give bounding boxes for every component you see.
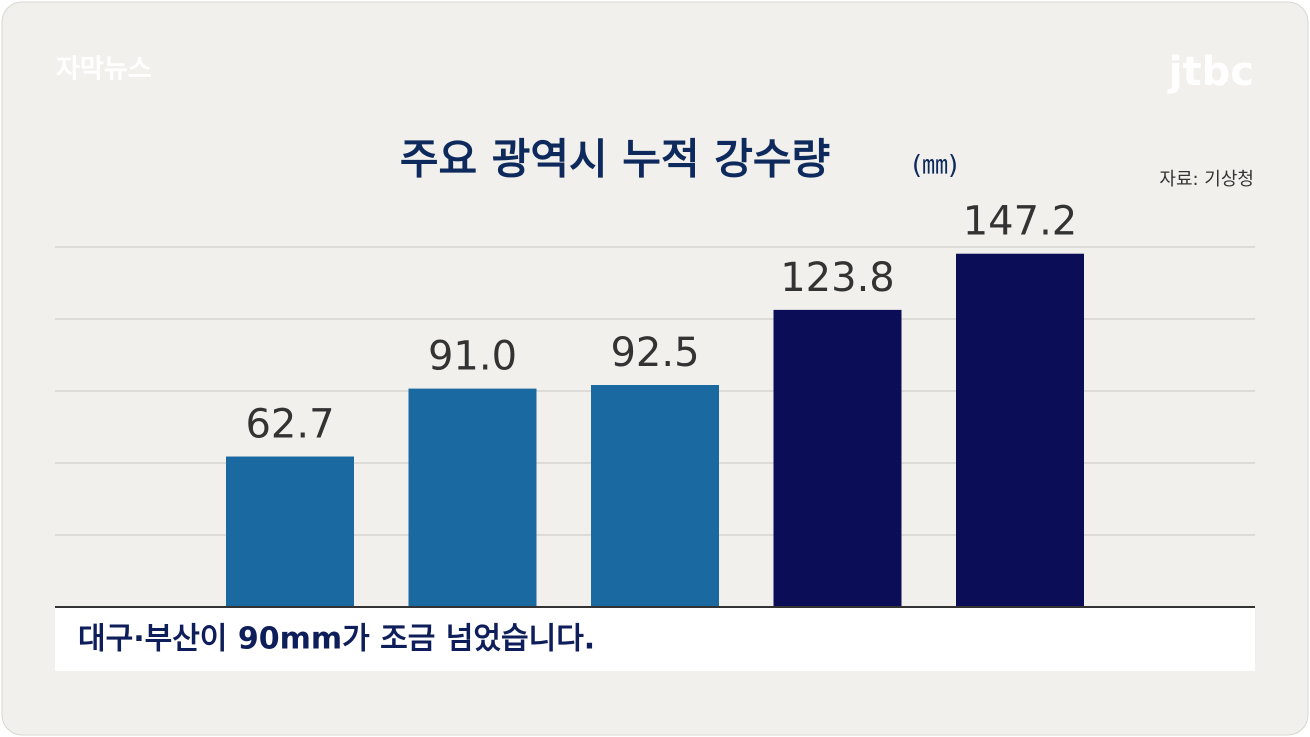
bar — [226, 456, 354, 607]
data-label: 91.0 — [428, 334, 517, 380]
data-label: 92.5 — [610, 330, 699, 376]
bar — [956, 253, 1084, 607]
unit: (㎜) — [912, 151, 958, 181]
source: 자료: 기상청 — [1159, 169, 1254, 190]
data-label: 62.7 — [245, 402, 334, 448]
logo: jtbc — [1167, 49, 1254, 95]
data-label: 123.8 — [780, 255, 895, 301]
caption: 대구·부산이 90mm가 조금 넘었습니다. — [78, 622, 595, 657]
program-name: 자막뉴스 — [56, 55, 152, 85]
caption-box — [55, 608, 1255, 671]
bar — [408, 388, 537, 607]
data-label: 147.2 — [963, 199, 1078, 245]
plot: 62.7 91.0 92.5 123.8 147.2 — [55, 199, 1255, 608]
bar — [773, 309, 902, 607]
bar — [591, 385, 719, 607]
chart-title: 주요 광역시 누적 강수량 — [400, 135, 830, 184]
